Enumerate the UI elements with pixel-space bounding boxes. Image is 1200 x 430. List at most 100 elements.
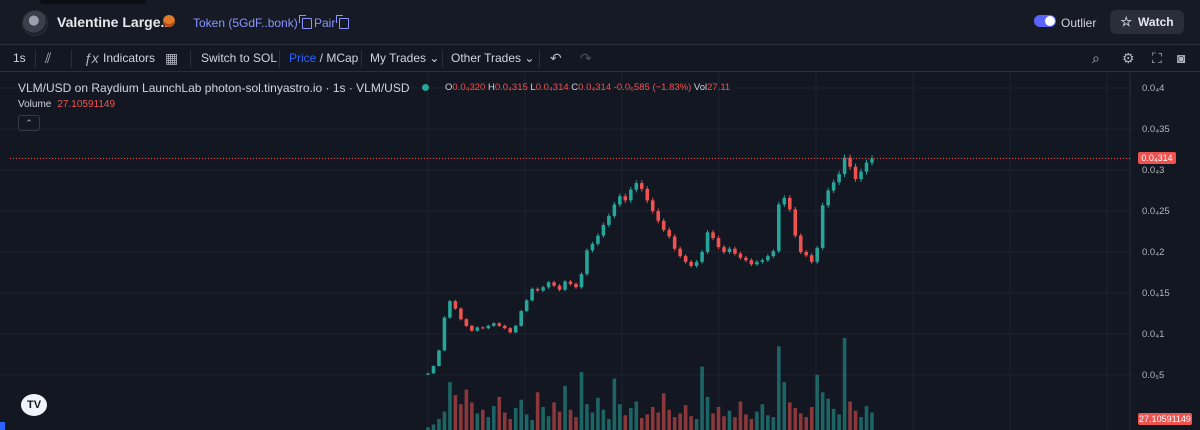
- volume-bar: [656, 412, 661, 430]
- top-bar: Valentine Large... Token (5GdF..bonk) Pa…: [0, 0, 1200, 44]
- candle-body: [491, 323, 496, 326]
- candle-body: [864, 162, 869, 172]
- volume-bar: [491, 406, 496, 430]
- volume-bar: [700, 366, 704, 430]
- candle-body: [787, 197, 792, 210]
- settings-gear-icon[interactable]: ⚙: [1122, 50, 1135, 66]
- divider: [35, 50, 36, 68]
- candle-body: [793, 209, 798, 236]
- candle-body: [700, 252, 704, 262]
- candle-body: [650, 200, 655, 211]
- chart-area[interactable]: VLM/USD on Raydium LaunchLab photon-sol.…: [0, 72, 1200, 430]
- candle-body: [541, 287, 545, 291]
- candle-body: [601, 224, 606, 236]
- zoom-search-icon[interactable]: ⌕: [1092, 50, 1100, 66]
- candle-body: [711, 232, 715, 239]
- redo-icon[interactable]: ↷: [580, 50, 592, 66]
- current-volume-label: 27.10591149: [1138, 413, 1192, 425]
- candle-body: [519, 311, 523, 326]
- tooltip-remnant: [40, 0, 146, 4]
- candle-body: [502, 325, 507, 329]
- volume-bar: [842, 338, 847, 430]
- volume-bar: [689, 416, 693, 430]
- volume-bar: [645, 414, 650, 430]
- tradingview-logo[interactable]: TV: [21, 394, 47, 416]
- token-name[interactable]: Valentine Large...: [57, 14, 173, 30]
- pair-link[interactable]: Pair: [314, 14, 350, 30]
- volume-bar: [749, 418, 754, 430]
- my-trades-label: My Trades: [370, 51, 427, 65]
- candle-body: [809, 255, 814, 262]
- mcap-option[interactable]: / MCap: [316, 51, 359, 65]
- volume-bar: [481, 409, 485, 430]
- copy-icon[interactable]: [298, 14, 312, 29]
- candle-body: [859, 171, 863, 180]
- candle-body: [831, 182, 836, 191]
- copy-icon[interactable]: [336, 14, 350, 29]
- volume-bar: [733, 417, 737, 430]
- candle-body: [804, 252, 809, 256]
- candle-body: [826, 190, 830, 206]
- candle-body: [579, 274, 584, 288]
- my-trades-dropdown[interactable]: My Trades ⌄: [370, 51, 439, 65]
- candle-body: [618, 196, 622, 205]
- indicators-icon[interactable]: ƒx: [84, 50, 99, 66]
- candle-body: [722, 247, 726, 252]
- ohlc-c-value: 0.0₄314: [578, 82, 612, 93]
- price-chart[interactable]: [0, 72, 1200, 430]
- candle-body: [848, 157, 852, 167]
- collapse-legend-button[interactable]: ⌃: [18, 115, 40, 131]
- ohlc-h-label: H: [487, 82, 495, 93]
- interval-selector[interactable]: 1s: [13, 51, 26, 65]
- volume-bar: [508, 418, 513, 430]
- candle-body: [629, 189, 633, 201]
- volume-bar: [744, 414, 748, 430]
- volume-bar: [672, 417, 677, 430]
- divider: [361, 50, 362, 68]
- switch-to-sol-button[interactable]: Switch to SOL: [201, 51, 278, 65]
- volume-bar: [497, 396, 502, 430]
- ohlc-l-value: 0.0₄314: [535, 82, 569, 93]
- chevron-down-icon: ⌄: [429, 51, 440, 65]
- camera-icon[interactable]: ◙: [1177, 50, 1186, 66]
- volume-bar: [853, 410, 858, 430]
- price-mcap-toggle[interactable]: Price / MCap: [289, 51, 358, 65]
- candle-body: [694, 261, 699, 266]
- token-link[interactable]: Token (5GdF..bonk): [193, 14, 312, 30]
- volume-bar: [596, 397, 600, 430]
- scroll-indicator[interactable]: [0, 422, 5, 430]
- volume-bar: [475, 413, 480, 430]
- axis-tick: 0.0₄2: [1142, 247, 1165, 258]
- layout-grid-icon[interactable]: ▦: [165, 50, 179, 66]
- fullscreen-icon[interactable]: ⛶: [1152, 50, 1162, 66]
- candle-body: [530, 288, 534, 301]
- current-price-label: 0.0₄314: [1138, 152, 1176, 164]
- undo-icon[interactable]: ↶: [550, 50, 562, 66]
- candle-body: [453, 301, 458, 309]
- ohlc-o-label: O: [445, 82, 453, 93]
- candle-type-icon[interactable]: ⫽: [45, 50, 52, 66]
- other-trades-dropdown[interactable]: Other Trades ⌄: [451, 51, 534, 65]
- volume-bar: [623, 415, 628, 430]
- star-icon: ☆: [1120, 14, 1133, 29]
- volume-bar: [705, 396, 710, 430]
- outlier-toggle[interactable]: [1034, 15, 1056, 27]
- candle-body: [645, 188, 650, 201]
- candle-body: [771, 251, 776, 257]
- volume-label: Volume: [18, 99, 52, 110]
- volume-bar: [530, 419, 534, 430]
- volume-bar: [820, 392, 825, 430]
- volume-bar: [678, 413, 682, 430]
- volume-bar: [431, 424, 436, 430]
- candle-body: [755, 261, 759, 265]
- watch-button[interactable]: ☆ Watch: [1110, 10, 1184, 34]
- divider: [190, 50, 191, 68]
- candle-body: [437, 350, 441, 366]
- volume-bar: [442, 411, 447, 430]
- candle-body: [683, 256, 688, 262]
- indicators-button[interactable]: Indicators: [103, 51, 156, 65]
- candle-body: [448, 301, 452, 318]
- candle-body: [563, 281, 567, 290]
- price-option[interactable]: Price: [289, 51, 317, 65]
- candle-body: [733, 248, 737, 254]
